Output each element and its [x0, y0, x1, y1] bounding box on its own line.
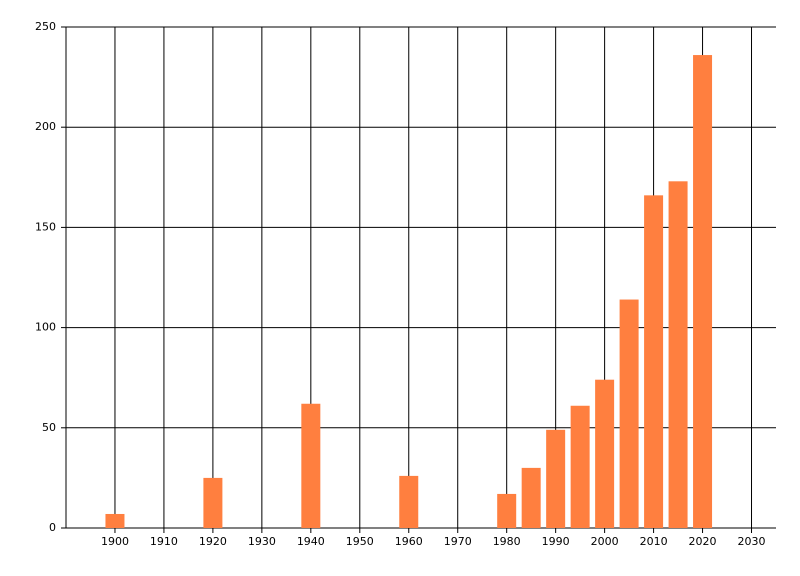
bar — [619, 299, 639, 528]
bar — [521, 467, 541, 528]
bar — [105, 513, 125, 528]
y-tick-label: 50 — [42, 421, 56, 434]
bar — [668, 181, 688, 529]
x-tick-label: 1970 — [444, 535, 472, 548]
y-tick-label: 100 — [35, 321, 56, 334]
x-tick-label: 2000 — [591, 535, 619, 548]
x-tick-label: 1990 — [542, 535, 570, 548]
x-tick-label: 1920 — [199, 535, 227, 548]
x-tick-label: 1900 — [101, 535, 129, 548]
y-tick-label: 150 — [35, 220, 56, 233]
x-tick-label: 2020 — [689, 535, 717, 548]
bar — [399, 475, 419, 528]
x-tick-label: 2030 — [738, 535, 766, 548]
x-tick-label: 2010 — [640, 535, 668, 548]
x-tick-label: 1960 — [395, 535, 423, 548]
bar — [301, 403, 321, 528]
bar — [693, 55, 713, 528]
x-tick-label: 1980 — [493, 535, 521, 548]
bar — [203, 477, 223, 528]
bar — [644, 195, 664, 528]
y-tick-label: 0 — [49, 521, 56, 534]
x-tick-label: 1910 — [150, 535, 178, 548]
x-tick-label: 1930 — [248, 535, 276, 548]
x-tick-label: 1950 — [346, 535, 374, 548]
x-tick-label: 1940 — [297, 535, 325, 548]
bar — [546, 429, 566, 528]
y-tick-label: 200 — [35, 120, 56, 133]
y-tick-label: 250 — [35, 20, 56, 33]
bar — [497, 493, 517, 528]
bar — [570, 405, 590, 528]
bar — [595, 379, 615, 528]
